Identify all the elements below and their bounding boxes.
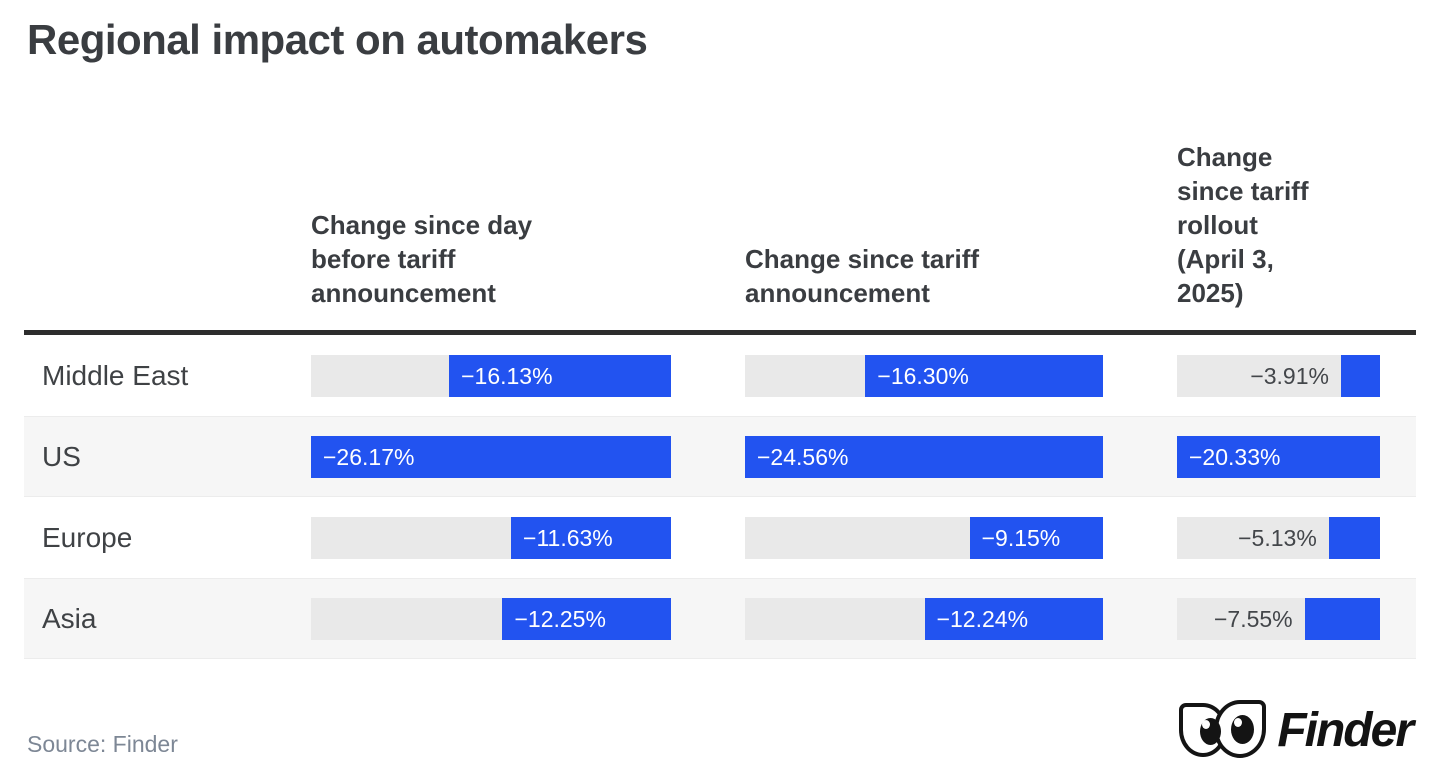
value-bar: −26.17% <box>311 435 671 478</box>
glint-right <box>1234 718 1243 727</box>
data-table: Middle East −16.13% −16.30% −3.91% US −26.17%… <box>24 335 1416 659</box>
logo-text: Finder <box>1277 703 1414 757</box>
row-label: Europe <box>42 521 133 553</box>
value-bar: −16.30% <box>865 354 1103 397</box>
bar-track: −9.15% <box>745 516 1103 559</box>
bar-track: −11.63% <box>311 516 671 559</box>
value-bar <box>1328 516 1380 559</box>
bar-track: −24.56% <box>745 435 1103 478</box>
table-row: Middle East −16.13% −16.30% −3.91% <box>24 335 1416 416</box>
column-headers: Change since day before tariff announcem… <box>24 68 1416 330</box>
value-label: −11.63% <box>523 524 613 551</box>
source-note: Source: Finder <box>27 731 178 757</box>
value-bar: −12.24% <box>924 597 1103 640</box>
value-label: −12.25% <box>514 605 606 632</box>
value-label: −9.15% <box>981 524 1061 551</box>
table-row: Europe −11.63% −9.15% −5.13% <box>24 497 1416 578</box>
glint-left <box>1202 720 1211 729</box>
bar-track: −12.25% <box>311 597 671 640</box>
column-header-1: Change since day before tariff announcem… <box>311 210 533 308</box>
value-bar: −24.56% <box>745 435 1103 478</box>
value-bar <box>1340 354 1380 397</box>
row-label: Asia <box>42 602 97 634</box>
value-bar: −16.13% <box>449 354 671 397</box>
value-bar: −9.15% <box>969 516 1103 559</box>
value-label: −26.17% <box>323 443 415 470</box>
chart-title: Regional impact on automakers <box>27 16 648 63</box>
bar-track: −16.13% <box>311 354 671 397</box>
value-label: −5.13% <box>1238 524 1317 551</box>
bar-track: −5.13% <box>1177 516 1380 559</box>
value-bar <box>1304 597 1380 640</box>
value-label: −16.13% <box>461 362 553 389</box>
table-row: Asia −12.25% −12.24% −7.55% <box>24 578 1416 659</box>
value-label: −16.30% <box>877 362 969 389</box>
bar-track: −12.24% <box>745 597 1103 640</box>
column-header-3: Change since tariff rollout (April 3, 20… <box>1177 142 1309 308</box>
value-bar: −11.63% <box>511 516 671 559</box>
row-label: Middle East <box>42 359 189 391</box>
value-label: −7.55% <box>1213 605 1293 632</box>
value-label: −24.56% <box>757 443 849 470</box>
column-header-2: Change since tariff announcement <box>745 244 980 308</box>
value-label: −20.33% <box>1189 443 1281 470</box>
finder-logo: Finder <box>1179 697 1414 763</box>
value-label: −12.24% <box>936 605 1029 632</box>
bar-track: −20.33% <box>1177 435 1380 478</box>
bar-track: −16.30% <box>745 354 1103 397</box>
bar-track: −26.17% <box>311 435 671 478</box>
row-label: US <box>42 440 81 472</box>
bar-track: −7.55% <box>1177 597 1380 640</box>
header-rule <box>24 330 1416 335</box>
value-bar: −20.33% <box>1177 435 1380 478</box>
owl-eyes-icon <box>1179 699 1269 761</box>
bar-track: −3.91% <box>1177 354 1380 397</box>
value-label: −3.91% <box>1250 362 1329 389</box>
value-bar: −12.25% <box>502 597 671 640</box>
table-row: US −26.17% −24.56% −20.33% <box>24 416 1416 497</box>
